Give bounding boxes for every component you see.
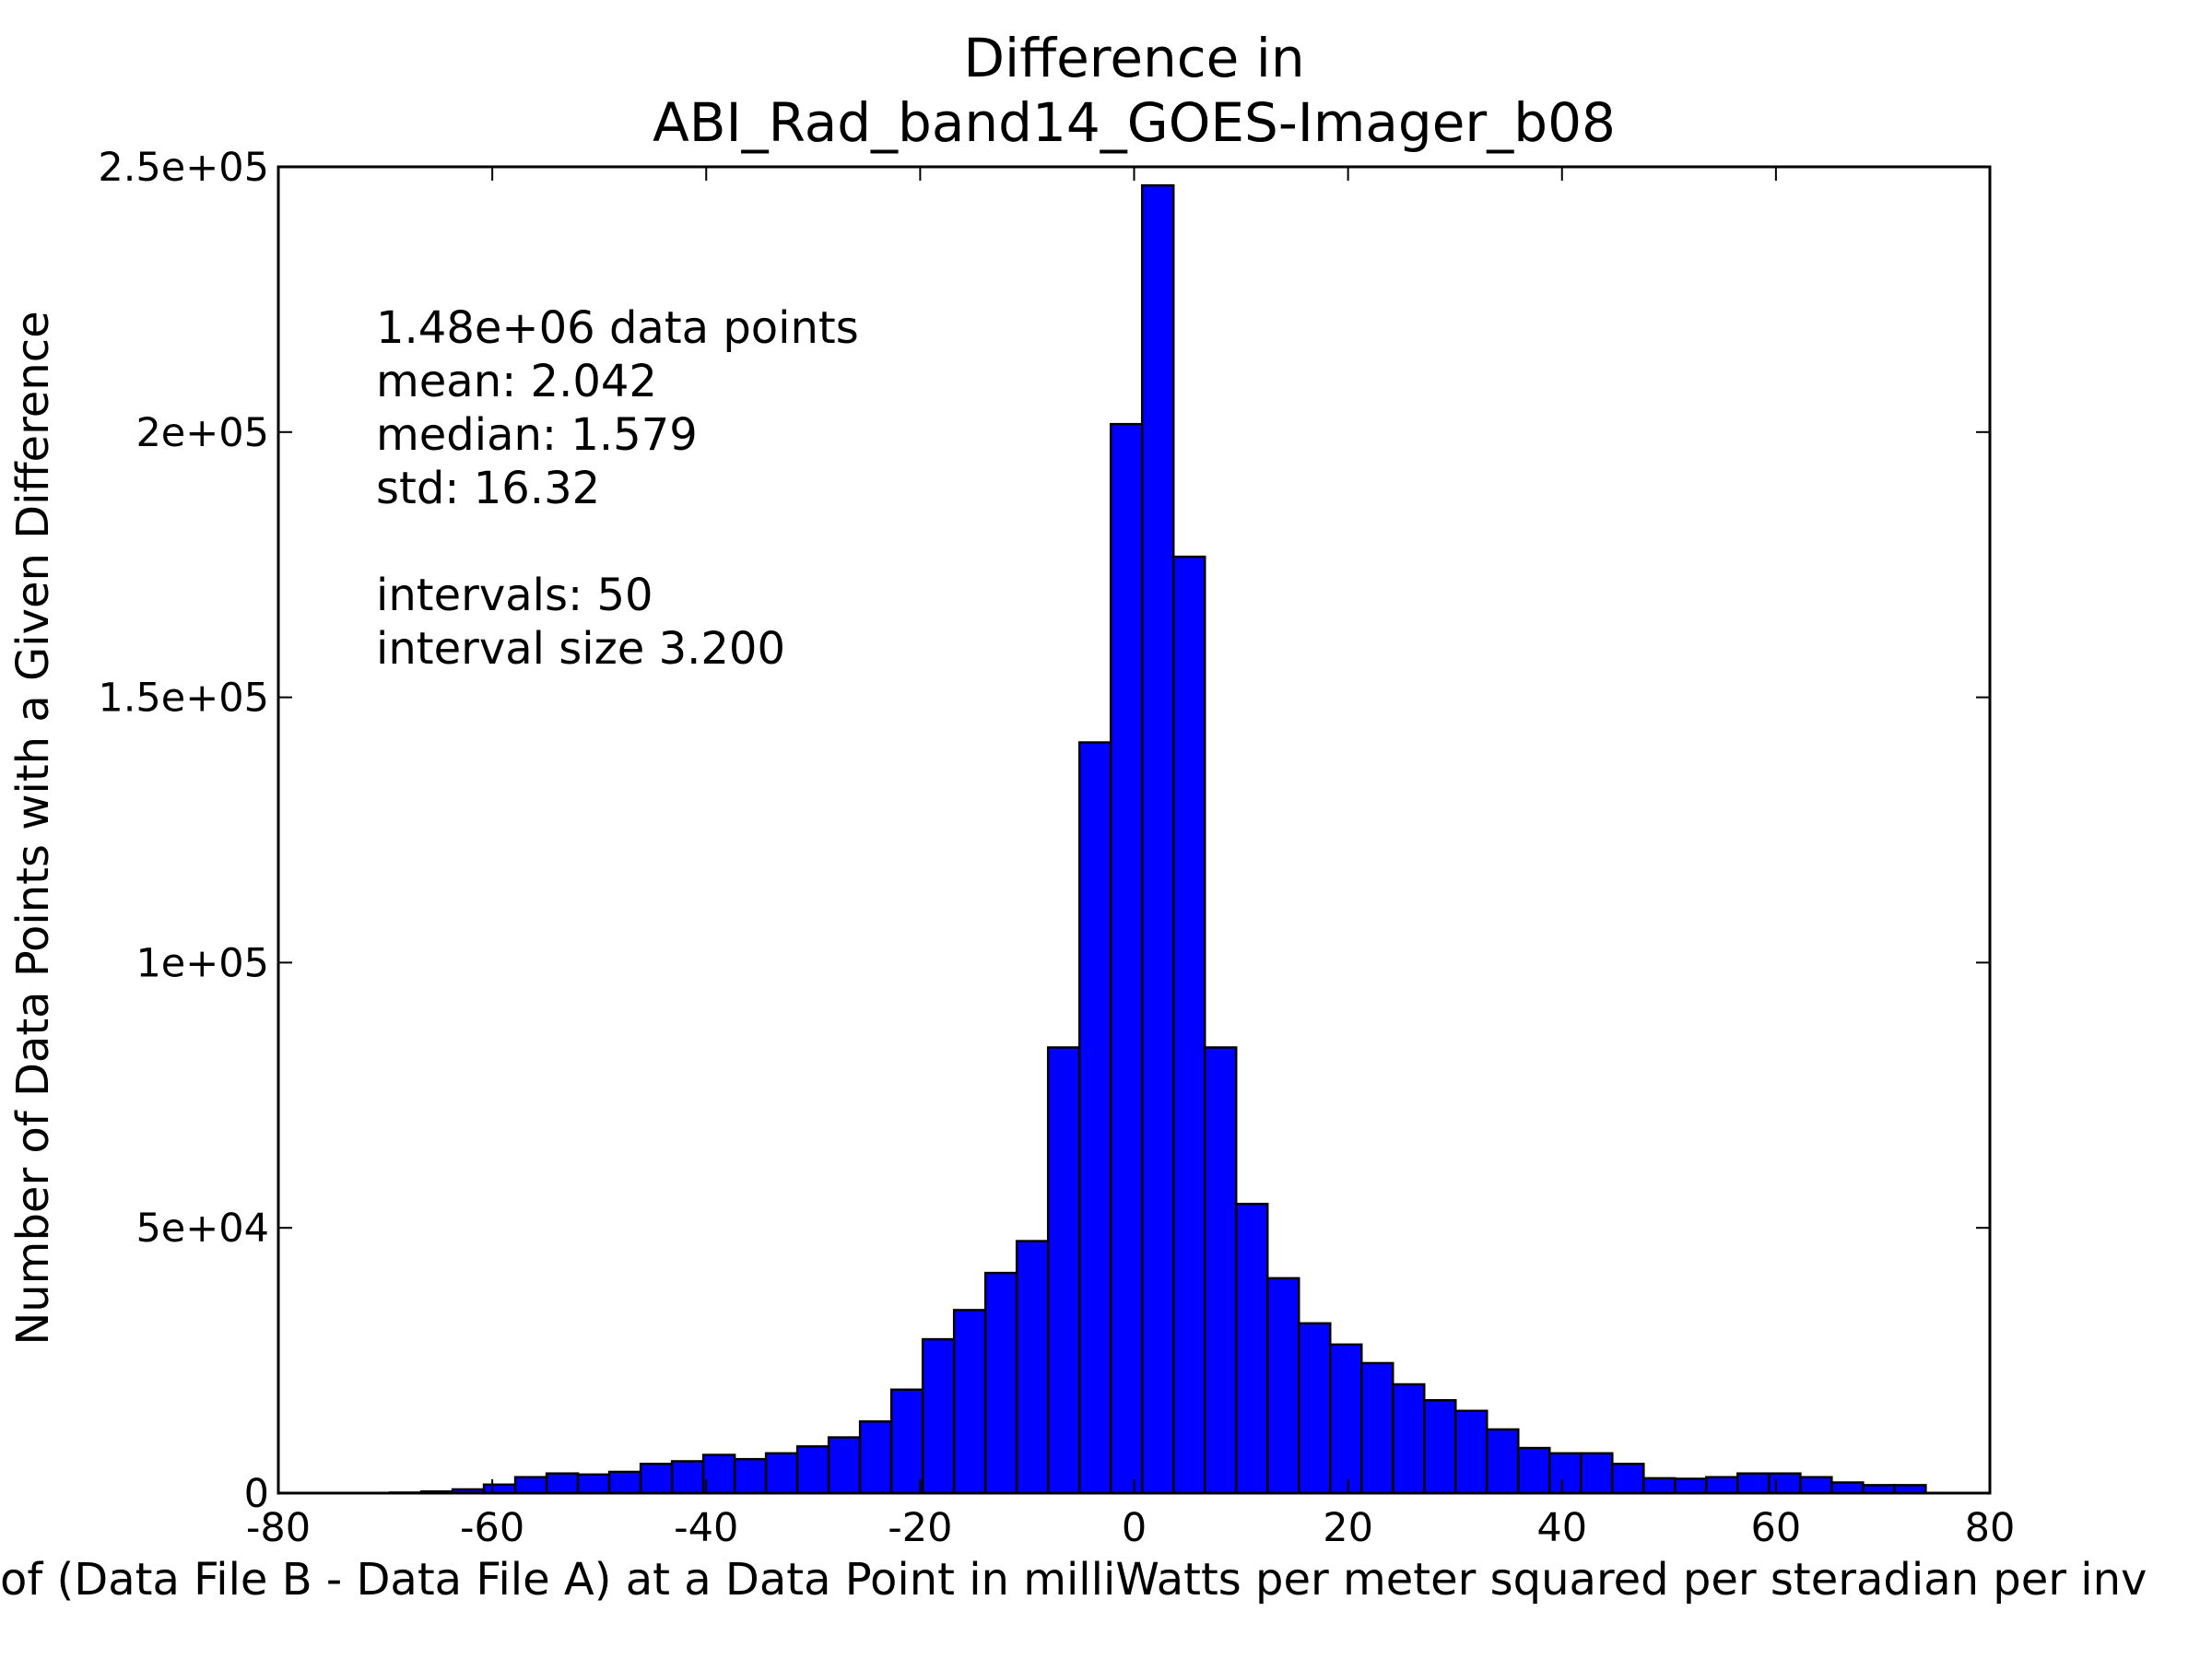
bar xyxy=(795,1445,830,1495)
x-tick-label: 80 xyxy=(1965,1505,2016,1551)
bar xyxy=(1830,1481,1865,1495)
bar xyxy=(1736,1472,1771,1495)
x-tick-label: -60 xyxy=(460,1505,524,1551)
chart-title: Difference in xyxy=(963,27,1304,89)
y-tick-label: 2.5e+05 xyxy=(98,145,269,191)
bar xyxy=(1046,1046,1081,1495)
bar xyxy=(1580,1452,1614,1495)
bar xyxy=(1203,1046,1238,1495)
stats-annotation: mean: 2.042 xyxy=(376,356,657,407)
x-tick-label: -80 xyxy=(246,1505,311,1551)
bar xyxy=(1015,1240,1050,1495)
x-tick-label: 20 xyxy=(1323,1505,1373,1551)
bar xyxy=(1517,1446,1551,1495)
bar xyxy=(1171,555,1206,1495)
bar xyxy=(921,1337,956,1495)
chart-title: ABI_Rad_band14_GOES-Imager_b08 xyxy=(653,91,1616,154)
bar xyxy=(1454,1409,1488,1495)
bar xyxy=(1486,1428,1520,1495)
bar xyxy=(1234,1203,1269,1495)
stats-annotation: intervals: 50 xyxy=(376,570,653,621)
bar xyxy=(1548,1452,1583,1495)
y-axis-label: Number of Data Points with a Given Diffe… xyxy=(7,311,59,1345)
bar xyxy=(1297,1322,1332,1495)
bar xyxy=(1140,183,1175,1495)
bar xyxy=(513,1476,548,1495)
bar xyxy=(1392,1382,1426,1495)
y-tick-label: 1e+05 xyxy=(135,940,269,986)
bar xyxy=(1642,1477,1677,1495)
stats-annotation: interval size 3.200 xyxy=(376,623,785,675)
x-tick-label: 40 xyxy=(1536,1505,1587,1551)
bar xyxy=(733,1457,768,1495)
x-tick-label: 60 xyxy=(1751,1505,1802,1551)
x-axis-label: of (Data File B - Data File A) at a Data… xyxy=(0,1554,2147,1606)
bar xyxy=(1423,1399,1457,1495)
y-tick-label: 1.5e+05 xyxy=(98,676,269,722)
bar xyxy=(1077,741,1112,1495)
y-tick-label: 5e+04 xyxy=(135,1206,269,1252)
bar xyxy=(1799,1476,1833,1495)
bar xyxy=(670,1460,705,1495)
bar xyxy=(1705,1476,1739,1495)
bar xyxy=(1359,1361,1394,1495)
bar xyxy=(983,1271,1018,1495)
bar xyxy=(607,1470,642,1495)
bar xyxy=(889,1388,924,1495)
y-tick-label: 0 xyxy=(244,1471,269,1517)
stats-annotation: median: 1.579 xyxy=(376,409,698,461)
bar xyxy=(952,1309,987,1495)
y-tick-label: 2e+05 xyxy=(135,410,269,456)
bar xyxy=(1611,1463,1645,1495)
bar xyxy=(764,1452,799,1495)
x-tick-label: -20 xyxy=(888,1505,952,1551)
stats-annotation: std: 16.32 xyxy=(376,463,600,514)
bar xyxy=(576,1473,611,1495)
bar xyxy=(639,1463,674,1495)
bar xyxy=(1674,1477,1708,1495)
bar xyxy=(858,1420,893,1495)
bar xyxy=(1265,1277,1300,1495)
bar xyxy=(827,1436,862,1495)
x-tick-label: -40 xyxy=(674,1505,738,1551)
bar xyxy=(1328,1343,1363,1495)
x-tick-label: 0 xyxy=(1122,1505,1147,1551)
bar xyxy=(1768,1472,1802,1495)
bar xyxy=(545,1472,580,1495)
stats-annotation: 1.48e+06 data points xyxy=(376,302,859,354)
bar xyxy=(1109,422,1144,1495)
bar xyxy=(701,1453,736,1495)
